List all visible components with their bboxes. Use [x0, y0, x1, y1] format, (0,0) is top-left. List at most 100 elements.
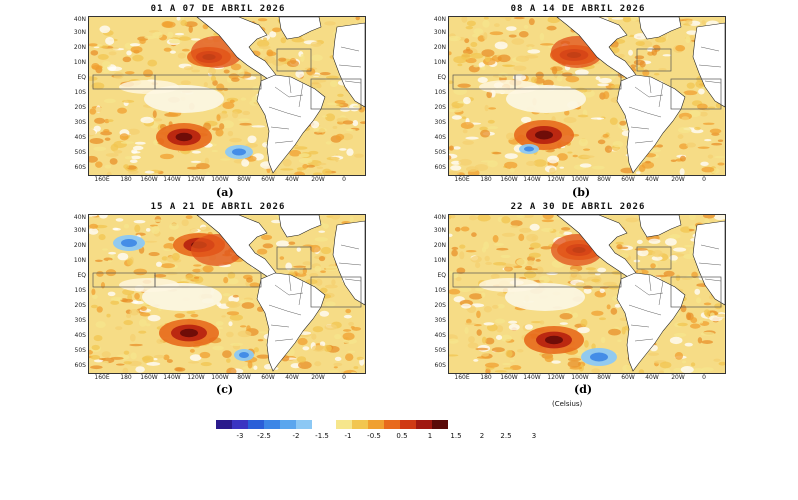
longitude-tick-label: 180 — [480, 374, 492, 381]
longitude-tick-label: 80W — [237, 176, 251, 183]
colorbar-segment — [264, 420, 280, 429]
latitude-tick-label: 20S — [434, 104, 446, 111]
sst-anomaly-map — [88, 16, 366, 176]
longitude-axis: 160E 180 160W 140W 120W 100W 80W 60W 40W 20W 0 — [448, 374, 724, 384]
colorbar-segment — [248, 420, 264, 429]
latitude-tick-label: 40N — [433, 214, 446, 221]
colorbar-segment — [352, 420, 368, 429]
latitude-tick-label: 60S — [434, 362, 446, 369]
colorbar-segment — [216, 420, 232, 429]
panel-letter-c: (c) — [216, 383, 234, 396]
longitude-tick-label: 120W — [187, 176, 205, 183]
panel-title: 15 A 21 DE ABRIL 2026 — [150, 202, 286, 212]
longitude-tick-label: 100W — [211, 374, 229, 381]
latitude-tick-label: 30S — [434, 317, 446, 324]
longitude-tick-label: 120W — [547, 176, 565, 183]
longitude-tick-label: 140W — [163, 176, 181, 183]
panel-letter-a: (a) — [216, 186, 234, 199]
latitude-tick-label: 10N — [73, 59, 86, 66]
latitude-tick-label: 40S — [434, 134, 446, 141]
panel-title: 22 A 30 DE ABRIL 2026 — [510, 202, 646, 212]
colorbar — [216, 420, 448, 429]
latitude-tick-label: 40N — [73, 214, 86, 221]
latitude-tick-label: 30N — [433, 29, 446, 36]
panel-title: 08 A 14 DE ABRIL 2026 — [510, 4, 646, 14]
latitude-tick-label: 20S — [74, 302, 86, 309]
colorbar-tick-label: -2 — [292, 432, 300, 440]
latitude-tick-label: 40S — [434, 332, 446, 339]
latitude-tick-label: 30S — [434, 119, 446, 126]
longitude-tick-label: 0 — [342, 374, 346, 381]
longitude-tick-label: 80W — [597, 374, 611, 381]
anomaly-field — [89, 17, 365, 175]
latitude-tick-label: 10S — [74, 89, 86, 96]
longitude-tick-label: 80W — [597, 176, 611, 183]
anomaly-field — [449, 215, 725, 373]
colorbar-segment — [312, 420, 336, 429]
colorbar-segment — [432, 420, 448, 429]
longitude-tick-label: 140W — [163, 374, 181, 381]
colorbar-tick-label: -2.5 — [257, 432, 271, 440]
latitude-tick-label: 10S — [434, 89, 446, 96]
panel-title: 01 A 07 DE ABRIL 2026 — [150, 4, 286, 14]
longitude-tick-label: 100W — [571, 374, 589, 381]
latitude-tick-label: 40N — [433, 16, 446, 23]
longitude-tick-label: 160E — [454, 374, 470, 381]
longitude-axis: 160E 180 160W 140W 120W 100W 80W 60W 40W 20W 0 — [448, 176, 724, 186]
colorbar-tick-label: 2 — [479, 432, 485, 440]
longitude-tick-label: 120W — [547, 374, 565, 381]
colorbar-tick-label: 0.5 — [396, 432, 408, 440]
longitude-tick-label: 60W — [621, 176, 635, 183]
longitude-tick-label: 40W — [645, 176, 659, 183]
panel-a: 01 A 07 DE ABRIL 2026 40N 30N 20N 10N EQ 10S 2… — [68, 4, 368, 184]
colorbar-segment — [296, 420, 312, 429]
latitude-tick-label: 20N — [433, 44, 446, 51]
panel-letter-d: (d) — [574, 383, 593, 396]
latitude-tick-label: 30S — [74, 119, 86, 126]
latitude-tick-label: 30N — [73, 227, 86, 234]
longitude-tick-label: 20W — [671, 176, 685, 183]
longitude-tick-label: 180 — [120, 176, 132, 183]
longitude-tick-label: 0 — [702, 176, 706, 183]
anomaly-field — [449, 17, 725, 175]
sst-anomaly-map — [448, 16, 726, 176]
colorbar-tick-label: -1.5 — [315, 432, 329, 440]
colorbar-tick-label: -0.5 — [367, 432, 381, 440]
longitude-tick-label: 40W — [645, 374, 659, 381]
longitude-tick-label: 160W — [140, 374, 158, 381]
sst-anomaly-map — [88, 214, 366, 374]
longitude-tick-label: 20W — [311, 176, 325, 183]
latitude-tick-label: 10S — [74, 287, 86, 294]
latitude-tick-label: 30N — [73, 29, 86, 36]
latitude-tick-label: 20N — [433, 242, 446, 249]
longitude-tick-label: 160W — [500, 374, 518, 381]
longitude-axis: 160E 180 160W 140W 120W 100W 80W 60W 40W 20W 0 — [88, 374, 364, 384]
latitude-tick-label: 10N — [433, 257, 446, 264]
longitude-tick-label: 160W — [500, 176, 518, 183]
colorbar-segment — [384, 420, 400, 429]
colorbar-segment — [232, 420, 248, 429]
anomaly-field — [89, 215, 365, 373]
colorbar-tick-label: 2.5 — [500, 432, 512, 440]
latitude-tick-label: 20N — [73, 242, 86, 249]
latitude-tick-label: 50S — [434, 149, 446, 156]
panel-c: 15 A 21 DE ABRIL 2026 40N 30N 20N 10N EQ 10S 2… — [68, 202, 368, 382]
colorbar-tick-label: -1 — [344, 432, 352, 440]
latitude-tick-label: 50S — [74, 149, 86, 156]
longitude-tick-label: 120W — [187, 374, 205, 381]
longitude-tick-label: 160W — [140, 176, 158, 183]
longitude-tick-label: 140W — [523, 374, 541, 381]
longitude-tick-label: 0 — [702, 374, 706, 381]
units-label: (Celsius) — [552, 400, 583, 408]
latitude-tick-label: 20S — [74, 104, 86, 111]
longitude-axis: 160E 180 160W 140W 120W 100W 80W 60W 40W 20W 0 — [88, 176, 364, 186]
latitude-axis: 40N 30N 20N 10N EQ 10S 20S 30S 40S 50S 60S — [428, 16, 448, 176]
latitude-tick-label: 50S — [434, 347, 446, 354]
latitude-tick-label: EQ — [77, 272, 86, 279]
colorbar-segment — [280, 420, 296, 429]
latitude-tick-label: 60S — [74, 362, 86, 369]
latitude-tick-label: 10N — [433, 59, 446, 66]
colorbar-tick-label: 1 — [427, 432, 433, 440]
colorbar-segment — [368, 420, 384, 429]
longitude-tick-label: 40W — [285, 176, 299, 183]
